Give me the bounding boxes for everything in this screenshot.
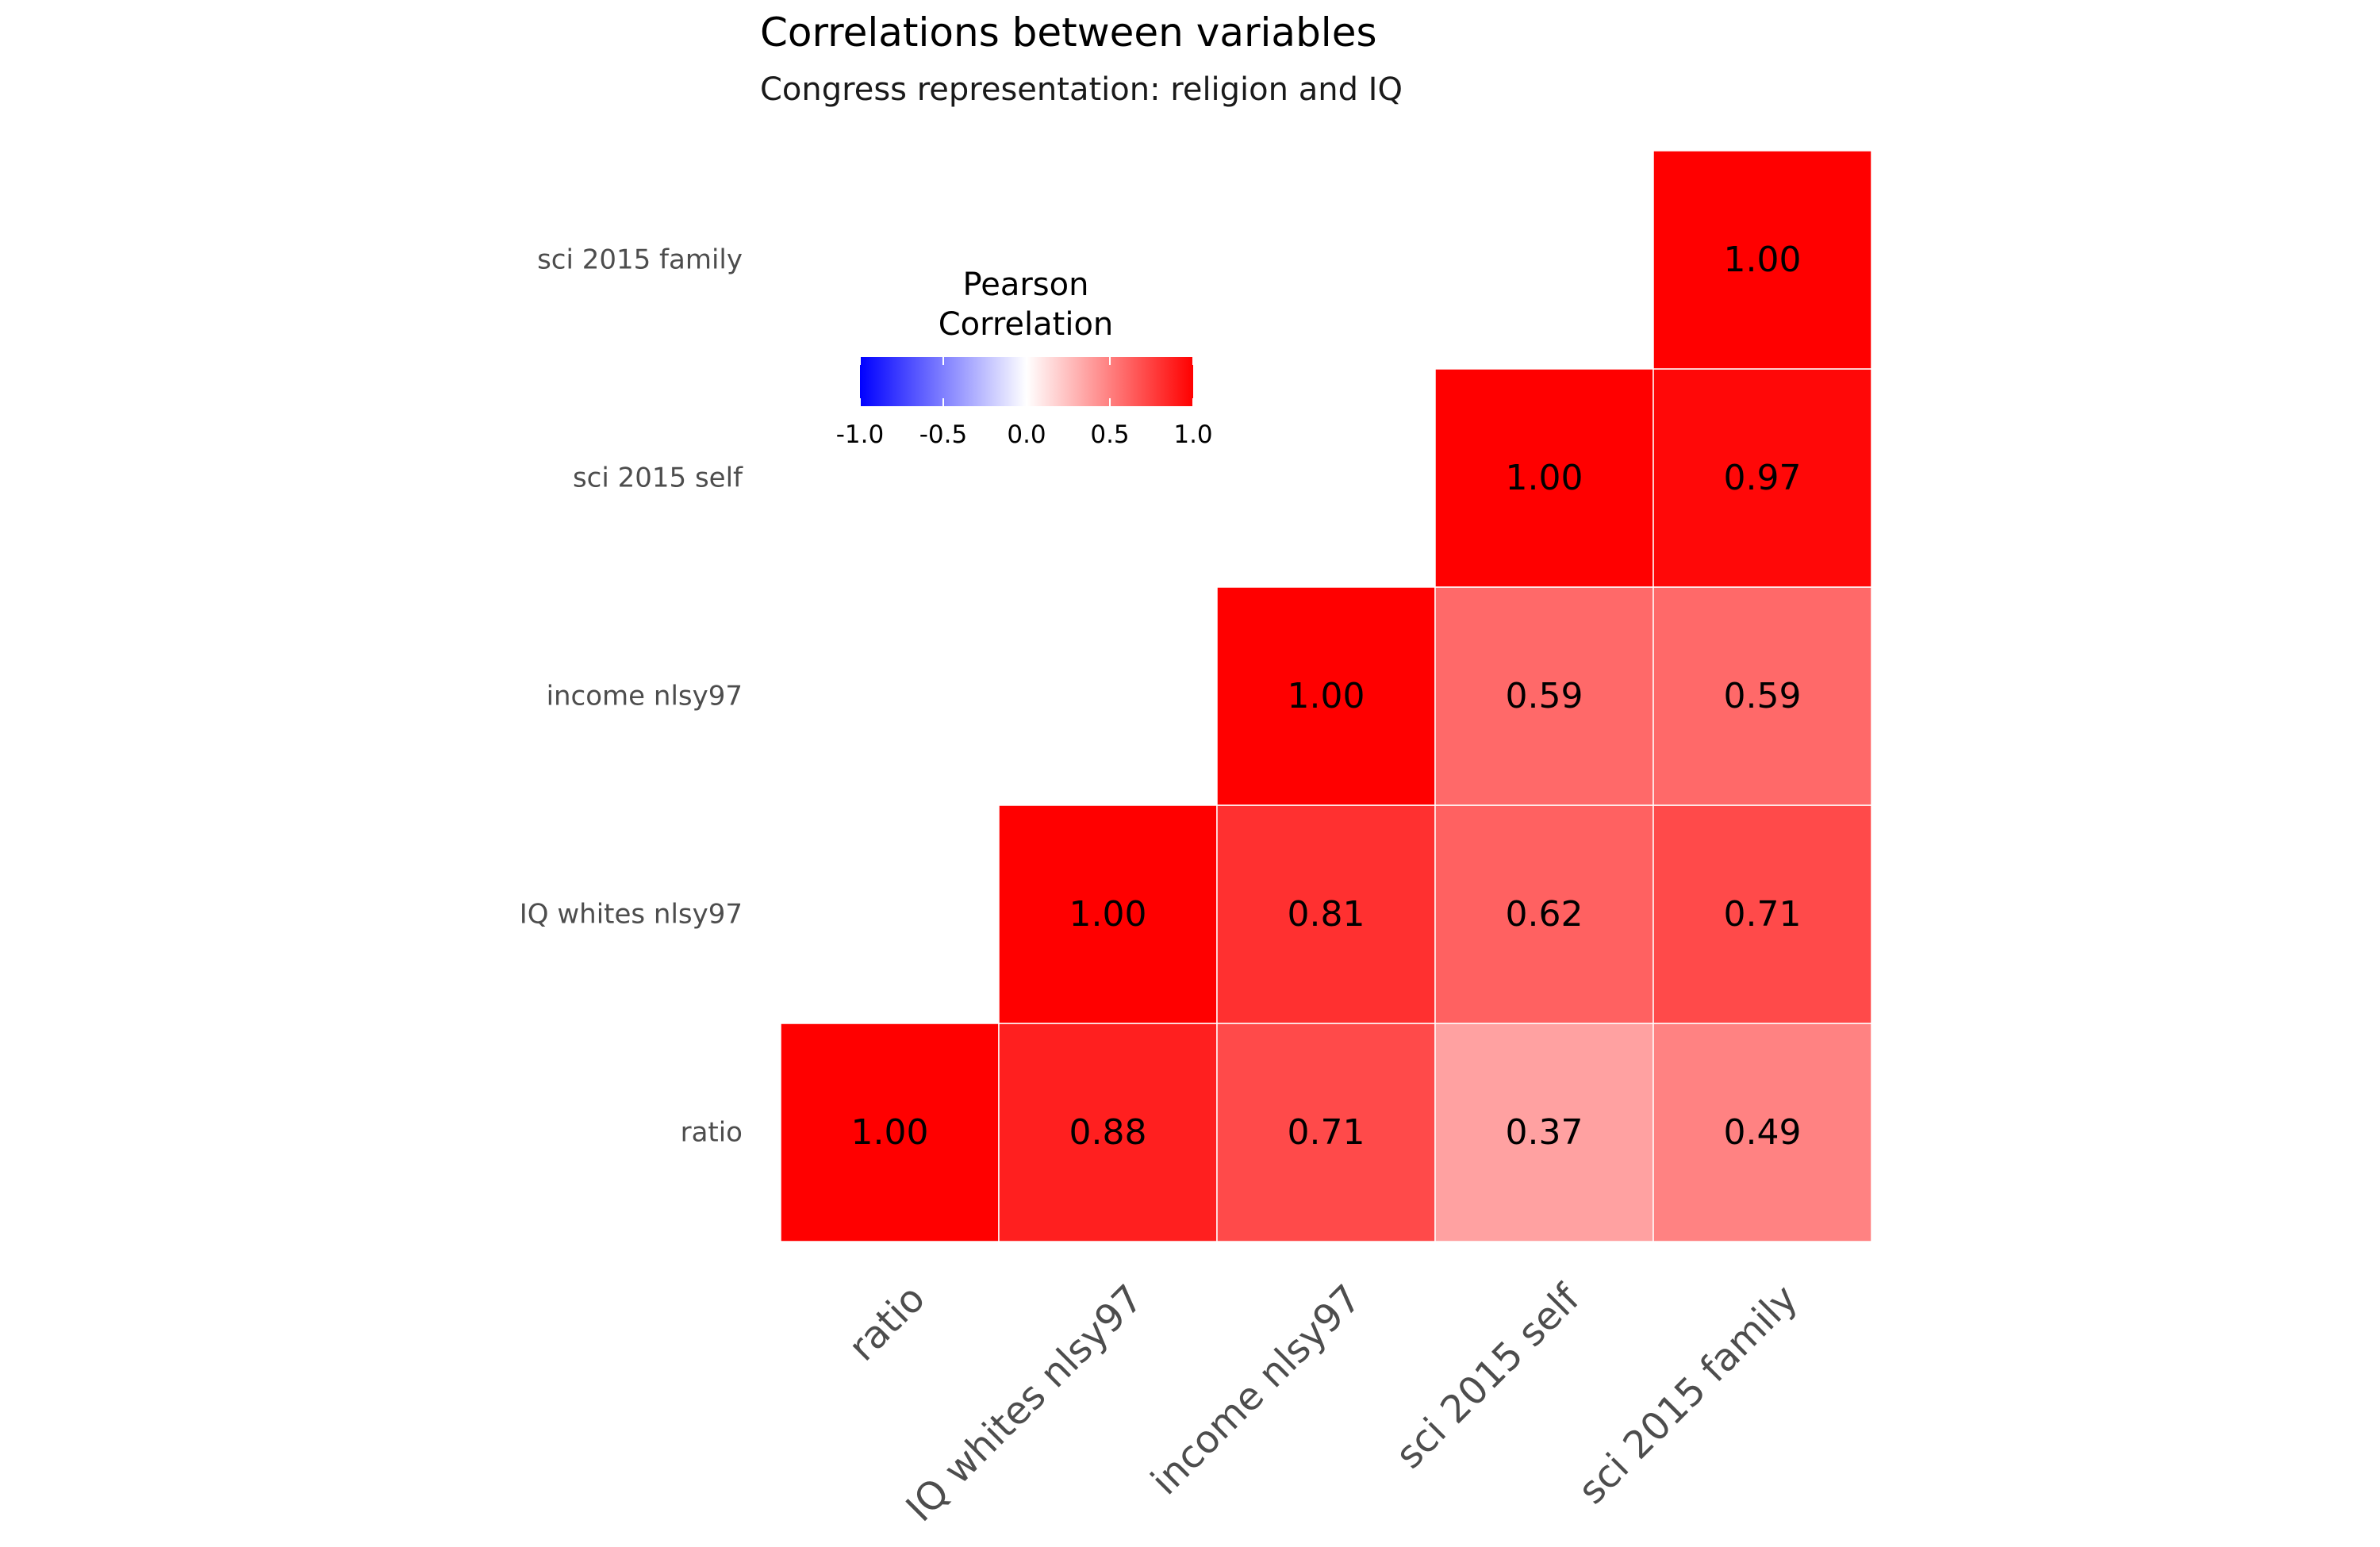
cell-value-label: 1.00	[1288, 676, 1365, 716]
heatmap-cell	[1216, 804, 1436, 1024]
legend-ticks: -1.0 -0.5 0.0 0.5 1.0	[836, 357, 1213, 449]
heatmap-cell	[1216, 1023, 1436, 1242]
cell-value-label: 0.59	[1506, 676, 1583, 716]
x-tick-label: sci 2015 self	[1388, 1276, 1589, 1477]
heatmap-cell	[1434, 804, 1654, 1024]
legend-title-line1: Pearson	[963, 267, 1089, 303]
heatmap-cell	[780, 1023, 1000, 1242]
heatmap-cell	[1653, 804, 1872, 1024]
y-tick-label: income nlsy97	[547, 681, 743, 712]
x-tick-label: IQ whites nlsy97	[898, 1276, 1152, 1530]
y-axis-labels: ratio IQ whites nlsy97 income nlsy97 sci 20…	[520, 244, 743, 1149]
chart-title: Correlations between variables	[760, 10, 1377, 56]
y-tick-label: sci 2015 family	[537, 244, 743, 276]
cell-value-label: 0.59	[1724, 676, 1802, 716]
cell-value-label: 0.37	[1506, 1112, 1583, 1153]
y-tick-label: IQ whites nlsy97	[520, 899, 743, 931]
x-tick-label: income nlsy97	[1142, 1276, 1370, 1504]
heatmap-cell	[998, 804, 1218, 1024]
heatmap-cell	[1653, 150, 1872, 370]
legend-tick-label: -0.5	[919, 420, 968, 449]
cell-value-label: 1.00	[1506, 458, 1583, 498]
legend-tick-label: 0.5	[1090, 420, 1129, 449]
heatmap-cell	[1434, 586, 1654, 806]
cell-value-label: 0.71	[1288, 1112, 1365, 1153]
cell-value-label: 0.88	[1069, 1112, 1147, 1153]
y-tick-label: ratio	[681, 1117, 743, 1149]
heatmap-cell	[1434, 1023, 1654, 1242]
x-tick-label: sci 2015 family	[1570, 1276, 1806, 1513]
heatmap-cell	[1216, 586, 1436, 806]
y-tick-label: sci 2015 self	[573, 463, 743, 494]
legend-tick-label: -1.0	[836, 420, 885, 449]
legend-tick-label: 0.0	[1007, 420, 1046, 449]
cell-value-label: 0.49	[1724, 1112, 1802, 1153]
heatmap-cell	[1653, 368, 1872, 588]
color-legend: Pearson Correlation -1.0 -0.5 0.0 0.5 1.0	[836, 267, 1213, 449]
cell-value-label: 0.81	[1288, 894, 1365, 935]
cell-value-label: 0.97	[1724, 458, 1802, 498]
cell-value-label: 1.00	[851, 1112, 929, 1153]
heatmap-cell	[1653, 1023, 1872, 1242]
legend-colorbar	[860, 357, 1193, 406]
cell-value-label: 1.00	[1724, 240, 1802, 280]
cell-value-label: 1.00	[1069, 894, 1147, 935]
heatmap-cell	[1653, 586, 1872, 806]
x-tick-label: ratio	[840, 1276, 934, 1370]
legend-title-line2: Correlation	[939, 306, 1114, 343]
heatmap-cells: 1.00 0.88 0.71 0.37 0.491.00 0.81 0.62 0.711.00…	[780, 150, 1872, 1242]
cell-value-label: 0.62	[1506, 894, 1583, 935]
legend-tick-label: 1.0	[1173, 420, 1212, 449]
cell-value-label: 0.71	[1724, 894, 1802, 935]
heatmap-cell	[1434, 368, 1654, 588]
chart-subtitle: Congress representation: religion and IQ	[760, 71, 1403, 108]
